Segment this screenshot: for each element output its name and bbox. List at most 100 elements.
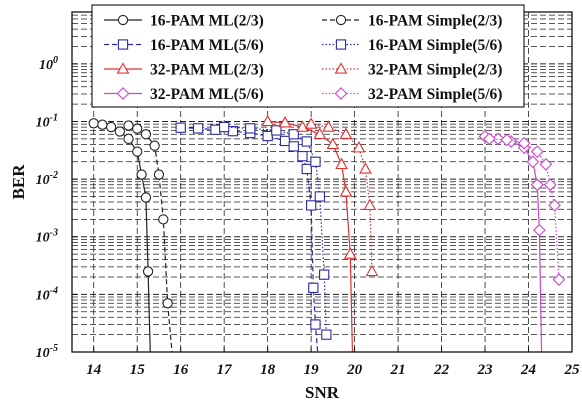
data-point bbox=[533, 223, 546, 237]
data-point bbox=[142, 266, 154, 277]
x-tick-label: 24 bbox=[520, 362, 537, 378]
x-tick-label: 23 bbox=[477, 362, 494, 378]
legend-marker bbox=[334, 62, 348, 74]
y-tick-label: 10-3 bbox=[36, 228, 58, 246]
data-point bbox=[288, 129, 299, 140]
data-point bbox=[552, 273, 566, 287]
data-point bbox=[297, 151, 308, 162]
legend-item-2: 16-PAM ML(5/6) bbox=[104, 37, 264, 54]
data-point bbox=[262, 130, 273, 142]
legend-marker bbox=[117, 14, 129, 26]
y-tick-label: 100 bbox=[39, 55, 58, 73]
data-point bbox=[192, 123, 204, 134]
data-point bbox=[543, 178, 557, 192]
y-tick-label: 10-1 bbox=[36, 112, 58, 130]
legend-marker bbox=[116, 87, 130, 100]
y-tick-label: 10-2 bbox=[36, 170, 58, 188]
data-point bbox=[245, 123, 256, 134]
data-point bbox=[491, 132, 505, 146]
data-point bbox=[310, 319, 321, 330]
data-point bbox=[359, 162, 372, 174]
data-point bbox=[153, 169, 165, 180]
data-point bbox=[279, 135, 291, 147]
data-point bbox=[278, 116, 292, 128]
x-tick-label: 20 bbox=[346, 362, 363, 378]
legend-item-3: 16-PAM Simple(5/6) bbox=[322, 37, 502, 54]
legend-label: 32-PAM ML(2/3) bbox=[150, 62, 264, 79]
legend-marker bbox=[116, 62, 130, 74]
data-point bbox=[483, 132, 496, 146]
data-point bbox=[363, 198, 377, 211]
data-point bbox=[288, 141, 299, 152]
data-point bbox=[548, 199, 561, 212]
x-tick-label: 19 bbox=[304, 362, 320, 378]
data-point bbox=[500, 133, 514, 147]
legend-item-4: 32-PAM ML(2/3) bbox=[104, 62, 264, 79]
data-point bbox=[526, 155, 540, 169]
data-point bbox=[140, 192, 152, 203]
data-point bbox=[530, 145, 544, 159]
legend-marker bbox=[117, 39, 129, 50]
data-point bbox=[539, 158, 553, 171]
legend-label: 32-PAM ML(5/6) bbox=[150, 86, 264, 103]
data-point bbox=[365, 264, 379, 277]
data-point bbox=[136, 169, 147, 180]
data-point bbox=[308, 282, 319, 293]
data-point bbox=[97, 119, 108, 130]
data-point bbox=[210, 124, 221, 135]
legend: 16-PAM ML(2/3) 16-PAM Simple(2/3) 16-PAM M… bbox=[91, 4, 525, 108]
data-point bbox=[132, 146, 143, 157]
series-5 bbox=[304, 117, 379, 277]
data-point bbox=[140, 129, 152, 140]
tick-layer: 14 15 16 17 18 19 20 21 22 23 24 25 100 10-1 10-2 10-3 1… bbox=[36, 55, 580, 378]
data-point bbox=[343, 247, 357, 259]
legend-item-7: 32-PAM Simple(5/6) bbox=[322, 86, 502, 103]
data-point bbox=[319, 269, 330, 280]
y-axis-label: BER bbox=[9, 164, 28, 200]
x-tick-label: 18 bbox=[260, 362, 276, 378]
x-tick-label: 17 bbox=[217, 362, 233, 378]
data-point bbox=[162, 298, 173, 309]
legend-label: 16-PAM ML(5/6) bbox=[150, 37, 264, 54]
data-point bbox=[352, 141, 366, 153]
legend-label: 32-PAM Simple(5/6) bbox=[368, 86, 502, 103]
y-tick-label: 10-5 bbox=[36, 343, 58, 361]
legend-item-1: 16-PAM Simple(2/3) bbox=[322, 13, 502, 30]
axis-label-layer: SNR BER bbox=[9, 164, 340, 402]
data-point bbox=[219, 121, 230, 133]
x-axis-label: SNR bbox=[305, 383, 340, 402]
legend-box bbox=[91, 4, 525, 108]
data-point bbox=[339, 185, 353, 197]
data-point bbox=[301, 136, 312, 147]
data-point bbox=[301, 163, 312, 175]
data-point bbox=[175, 122, 186, 133]
data-point bbox=[313, 127, 327, 139]
x-tick-label: 25 bbox=[564, 362, 581, 378]
legend-label: 16-PAM Simple(2/3) bbox=[368, 13, 502, 30]
series-7 bbox=[483, 132, 566, 287]
x-tick-label: 22 bbox=[433, 362, 450, 378]
legend-label: 16-PAM ML(2/3) bbox=[150, 13, 264, 30]
legend-item-6: 32-PAM ML(5/6) bbox=[104, 86, 264, 103]
legend-marker bbox=[335, 14, 347, 26]
series-layer bbox=[88, 114, 566, 352]
x-tick-label: 14 bbox=[86, 362, 102, 378]
y-tick-label: 10-4 bbox=[36, 285, 58, 303]
legend-label: 16-PAM Simple(5/6) bbox=[368, 37, 502, 54]
data-point bbox=[304, 117, 318, 129]
data-point bbox=[339, 127, 353, 139]
x-tick-label: 15 bbox=[130, 362, 146, 378]
data-point bbox=[123, 133, 134, 144]
data-point bbox=[310, 156, 321, 167]
legend-item-5: 32-PAM Simple(2/3) bbox=[322, 62, 502, 79]
data-point bbox=[158, 214, 169, 225]
data-point bbox=[530, 178, 544, 192]
data-point bbox=[123, 120, 134, 131]
data-point bbox=[114, 126, 125, 137]
series-1 bbox=[123, 120, 173, 352]
legend-marker bbox=[335, 39, 347, 50]
data-point bbox=[305, 200, 317, 211]
data-point bbox=[105, 121, 117, 133]
series-line bbox=[267, 120, 355, 352]
